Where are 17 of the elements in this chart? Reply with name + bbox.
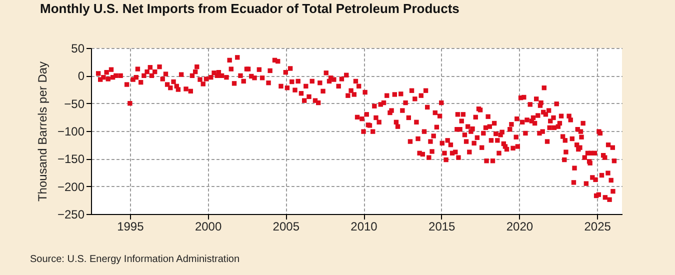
- y-axis-title: Thousand Barrels per Day: [35, 61, 50, 202]
- y-tick-label: −100: [57, 124, 85, 138]
- y-tick-label: −150: [57, 152, 85, 166]
- x-tick-label: 2020: [506, 220, 534, 234]
- y-tick-label: −200: [57, 180, 85, 194]
- x-tick-label: 2015: [428, 220, 456, 234]
- y-tick-label: −250: [57, 208, 85, 222]
- source-note: Source: U.S. Energy Information Administration: [30, 254, 240, 265]
- y-tick-label: 50: [71, 42, 85, 56]
- y-tick-label: 0: [78, 69, 85, 84]
- x-tick-label: 2005: [272, 220, 300, 234]
- x-tick-label: 2010: [350, 220, 378, 234]
- x-tick-label: 2000: [194, 220, 222, 234]
- x-tick-label: 2025: [584, 220, 612, 234]
- y-tick-label: −50: [64, 96, 85, 111]
- x-tick-label: 1995: [117, 220, 144, 234]
- chart-title: Monthly U.S. Net Imports from Ecuador of Total Petroleum Products: [40, 1, 460, 16]
